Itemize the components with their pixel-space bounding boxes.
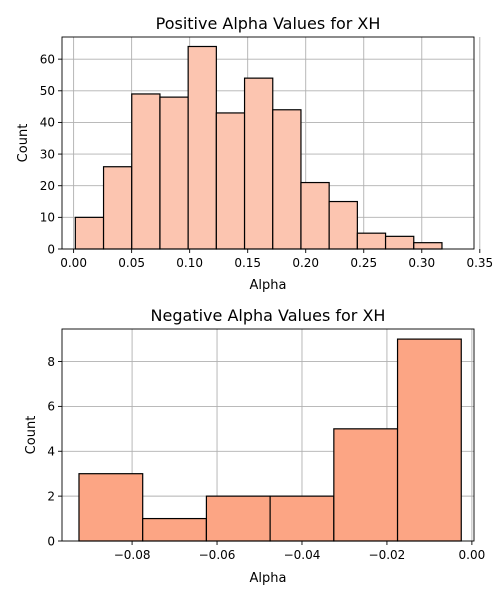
y-tick-label: 2 — [47, 489, 55, 503]
histogram-bar — [78, 473, 144, 542]
y-tick-label: 20 — [40, 179, 55, 193]
histogram-bar — [74, 216, 105, 250]
x-tick-label: 0.00 — [459, 548, 486, 562]
y-tick-label: 0 — [47, 534, 55, 548]
histogram-bar — [384, 235, 415, 250]
x-tick-label: 0.20 — [292, 256, 319, 270]
y-tick-label: 0 — [47, 242, 55, 256]
chart-2: −0.08 −0.06 −0.04 −0.02 0.00 0 2 4 6 8 Negative Al… — [24, 306, 485, 586]
histogram-bar — [413, 242, 443, 250]
y-tick-label: 60 — [40, 52, 55, 66]
chart-title: Positive Alpha Values for XH — [156, 14, 381, 33]
x-tick-label: 0.15 — [234, 256, 261, 270]
histogram-bar — [142, 517, 208, 542]
y-tick-label: 40 — [40, 116, 55, 130]
x-tick-label: −0.04 — [284, 548, 321, 562]
histogram-bar — [159, 96, 189, 250]
x-tick-label: 0.10 — [176, 256, 203, 270]
chart-title: Negative Alpha Values for XH — [151, 306, 386, 325]
x-tick-label: 0.05 — [118, 256, 145, 270]
histogram-bar — [333, 428, 399, 542]
x-axis-label: Alpha — [250, 278, 287, 293]
y-tick-label: 10 — [40, 211, 55, 225]
histogram-bar — [328, 200, 358, 250]
x-axis-label: Alpha — [250, 571, 287, 586]
x-tick-label: −0.02 — [369, 548, 406, 562]
y-tick-label: 4 — [47, 445, 55, 459]
y-tick-label: 8 — [47, 355, 55, 369]
x-tick-label: 0.25 — [350, 256, 377, 270]
histogram-bar — [396, 338, 462, 542]
x-tick-label: −0.08 — [114, 548, 151, 562]
histogram-bar — [187, 45, 217, 250]
histogram-bar — [131, 93, 161, 250]
x-tick-label: −0.06 — [199, 548, 236, 562]
y-tick-label: 50 — [40, 84, 55, 98]
x-tick-label: 0.30 — [408, 256, 435, 270]
y-tick-label: 30 — [40, 147, 55, 161]
axes-frame — [61, 328, 475, 542]
y-axis-label: Count — [16, 124, 31, 163]
histogram-bar — [205, 495, 271, 542]
histogram-bar — [243, 77, 274, 250]
axes-frame — [61, 36, 475, 250]
histogram-bar — [215, 112, 246, 250]
histogram-bar — [272, 109, 302, 250]
histogram-bar — [102, 166, 133, 250]
histogram-bar — [300, 181, 330, 250]
histogram-bar — [356, 232, 387, 250]
y-tick-label: 6 — [47, 400, 55, 414]
y-axis-label: Count — [24, 416, 39, 455]
chart-1: 0.00 0.05 0.10 0.15 0.20 0.25 0.30 0.35 0 10 20 30 4… — [16, 14, 493, 293]
x-tick-label: 0.35 — [466, 256, 493, 270]
x-tick-label: 0.00 — [60, 256, 87, 270]
histogram-bar — [269, 495, 335, 542]
